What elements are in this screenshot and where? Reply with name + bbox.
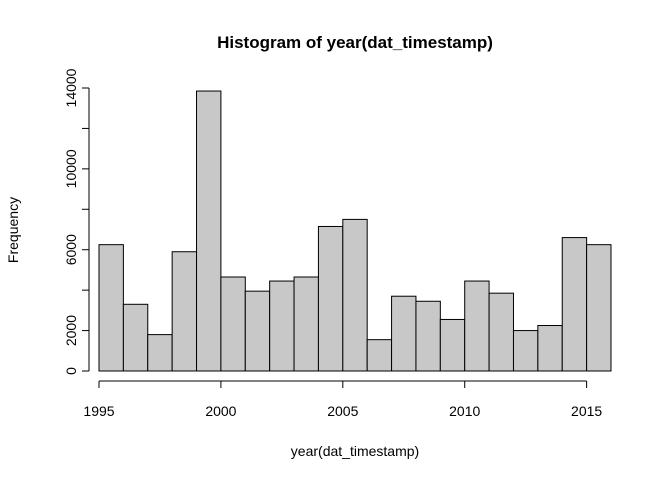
histogram-bar: [586, 244, 612, 372]
y-tick-label: 6000: [63, 234, 79, 265]
histogram-bar: [317, 225, 344, 372]
histogram-bar: [366, 339, 393, 372]
histogram-bar: [464, 280, 490, 372]
histogram-bar: [488, 292, 514, 372]
histogram-bar: [293, 276, 319, 372]
histogram-bar: [391, 295, 417, 372]
histogram-bar: [512, 330, 539, 372]
histogram-bar: [439, 318, 466, 372]
histogram-bar: [196, 90, 222, 372]
histogram-bar: [415, 300, 441, 372]
x-tick-label: 2005: [327, 403, 358, 419]
histogram-bar: [122, 303, 149, 372]
y-tick-label: 0: [63, 367, 79, 375]
x-axis-label: year(dat_timestamp): [291, 443, 419, 459]
y-axis: 0 2000 6000 10000 14000: [63, 68, 90, 375]
histogram-bar: [98, 244, 124, 372]
histogram-bar: [561, 237, 588, 372]
x-tick-label: 2015: [571, 403, 602, 419]
bars-group: [98, 90, 612, 372]
y-tick-label: 14000: [63, 68, 79, 107]
histogram-bar: [537, 325, 563, 372]
x-tick-label: 2000: [205, 403, 236, 419]
y-tick-label: 2000: [63, 315, 79, 346]
histogram-bar: [171, 251, 198, 372]
x-tick-label: 1995: [83, 403, 114, 419]
histogram-bar: [220, 276, 246, 372]
histogram-bar: [269, 280, 295, 372]
histogram-bar: [244, 290, 271, 372]
chart-title: Histogram of year(dat_timestamp): [217, 33, 493, 52]
x-axis: 1995 2000 2005 2010 2015: [83, 380, 602, 419]
y-axis-label: Frequency: [5, 197, 21, 263]
x-tick-label: 2010: [449, 403, 480, 419]
histogram-bar: [342, 218, 368, 372]
histogram-bar: [147, 334, 173, 372]
y-tick-label: 10000: [63, 149, 79, 188]
